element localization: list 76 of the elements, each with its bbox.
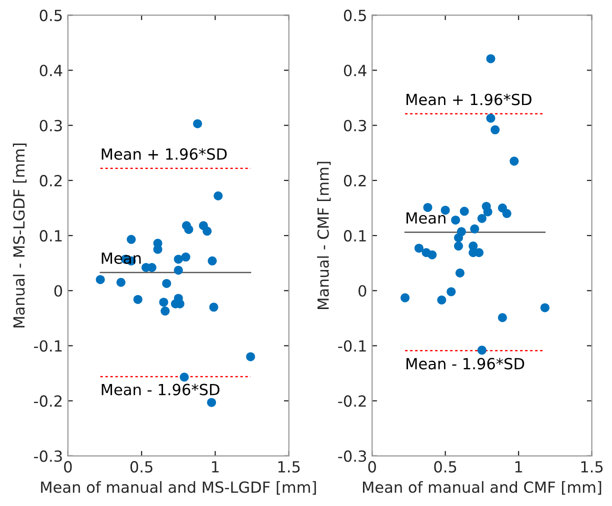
x-tick-label: 1	[515, 461, 522, 472]
point	[184, 224, 194, 234]
point	[477, 346, 486, 355]
point	[214, 191, 223, 200]
x-tick-label: 0	[368, 461, 376, 473]
y-tick-label: 0.4	[344, 64, 366, 76]
point	[126, 234, 136, 244]
point	[181, 252, 190, 262]
ref-line-label: Mean	[406, 212, 446, 224]
point	[540, 303, 550, 312]
y-tick-label: 0.3	[344, 120, 366, 132]
y-tick-label: -0.2	[338, 395, 366, 407]
y-tick-label: -0.3	[338, 450, 366, 462]
point	[174, 254, 183, 264]
point	[202, 226, 212, 236]
x-tick-label: 1.5	[581, 461, 603, 473]
y-tick-label: 0.1	[344, 230, 366, 242]
y-tick-label: -0.3	[34, 450, 62, 462]
point	[446, 287, 456, 296]
point	[209, 302, 218, 312]
y-tick-label: -0.1	[338, 340, 366, 352]
point	[160, 306, 170, 316]
point	[490, 125, 500, 134]
point	[414, 244, 424, 253]
point	[483, 207, 492, 216]
point	[400, 293, 410, 302]
ref-line-label: Mean + 1.96*SD	[406, 94, 532, 106]
ref-line-label: Mean - 1.96*SD	[102, 384, 220, 396]
point	[208, 256, 217, 266]
y-tick-label: 0	[54, 285, 62, 297]
point	[437, 296, 446, 304]
point	[454, 233, 464, 242]
x-tick-label: 0.5	[130, 461, 152, 473]
x-axis-title: Mean of manual and CMF [mm]	[362, 481, 602, 495]
y-tick-label: 0.5	[40, 10, 62, 22]
y-tick-label: 0.2	[344, 174, 366, 186]
point	[428, 250, 437, 260]
point	[133, 294, 142, 304]
y-tick-label: 0.5	[344, 10, 366, 22]
y-axis-title: Manual - MS-LGDF [mm]	[12, 144, 27, 328]
point	[207, 398, 216, 407]
point	[460, 206, 469, 216]
point	[174, 266, 183, 275]
point	[116, 278, 126, 287]
x-axis-title: Mean of manual and MS-LGDF [mm]	[41, 481, 316, 495]
point	[486, 54, 496, 64]
point	[423, 202, 432, 212]
x-tick-label: 0	[64, 461, 72, 473]
point	[193, 119, 202, 128]
point	[470, 224, 480, 234]
point	[477, 214, 486, 223]
y-tick-label: 0.2	[40, 174, 62, 186]
x-tick-label: 1	[212, 461, 219, 472]
y-tick-label: 0.4	[40, 64, 62, 76]
y-tick-label: 0.3	[40, 120, 62, 132]
point	[180, 372, 189, 382]
point	[486, 114, 496, 123]
x-tick-label: 0.5	[434, 461, 456, 473]
y-tick-label: 0	[358, 285, 366, 297]
point	[96, 275, 105, 284]
point	[159, 298, 168, 307]
ref-line-label: Mean - 1.96*SD	[406, 358, 524, 370]
point	[510, 156, 519, 166]
point	[246, 352, 256, 362]
ref-line-label: Mean + 1.96*SD	[102, 148, 227, 160]
y-axis-title: Manual - CMF [mm]	[317, 162, 331, 309]
point	[498, 313, 507, 322]
x-tick-label: 1.5	[278, 461, 300, 473]
point	[455, 268, 464, 278]
point	[502, 209, 512, 218]
y-tick-label: 0.1	[40, 230, 62, 242]
point	[454, 242, 464, 251]
y-tick-label: -0.1	[34, 340, 62, 352]
y-tick-label: -0.2	[34, 395, 62, 407]
point	[162, 278, 172, 288]
point	[451, 216, 460, 225]
